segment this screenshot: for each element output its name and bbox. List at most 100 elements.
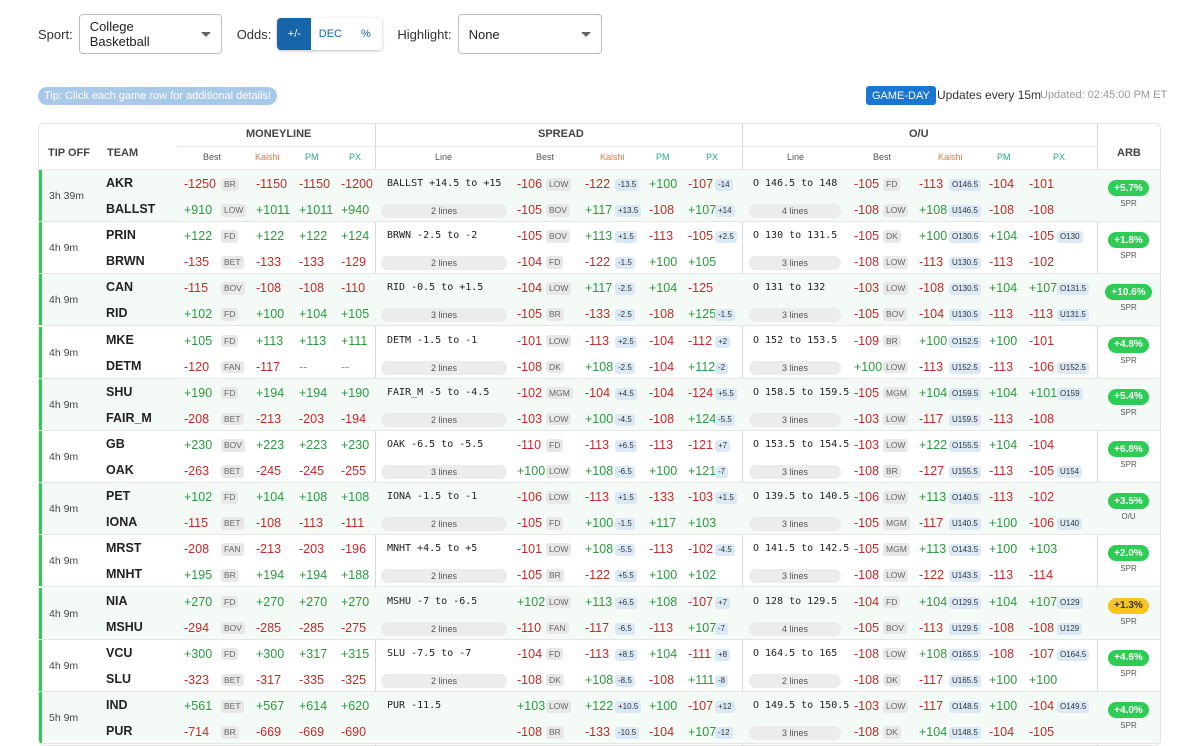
ou-best[interactable]: -105 — [854, 620, 880, 635]
spread-pm[interactable]: -113 — [649, 620, 674, 635]
spread-pm[interactable]: +100 — [649, 255, 678, 270]
ou-kalshi[interactable]: -113 — [919, 177, 944, 191]
spread-px[interactable]: -125 — [688, 281, 714, 296]
ml-odds[interactable]: +910 — [184, 203, 213, 217]
ml-odds[interactable]: -1150 — [256, 177, 288, 191]
ml-odds[interactable]: -263 — [184, 464, 210, 478]
ml-odds[interactable]: +100 — [256, 307, 285, 322]
ml-odds[interactable]: -203 — [299, 411, 325, 426]
ml-odds[interactable]: -714 — [184, 725, 210, 739]
ou-px[interactable]: -107 — [1029, 646, 1055, 661]
spread-kalshi[interactable]: +100 — [585, 516, 614, 531]
spread-best[interactable]: -108 — [517, 359, 543, 374]
spread-px[interactable]: -107 — [688, 177, 714, 191]
arb-badge[interactable]: +5.4% — [1108, 388, 1149, 405]
spread-best[interactable]: -105 — [517, 307, 543, 322]
arb-badge[interactable]: +1.8% — [1108, 232, 1149, 249]
ml-odds[interactable]: -285 — [256, 620, 282, 635]
spread-best[interactable]: -105 — [517, 203, 543, 217]
ml-odds[interactable]: -- — [341, 359, 350, 374]
lines-pill[interactable]: 3 lines — [749, 569, 841, 584]
spread-pm[interactable]: +104 — [649, 646, 678, 661]
spread-best[interactable]: -106 — [517, 490, 543, 505]
ml-odds[interactable]: +561 — [184, 699, 213, 713]
lines-pill[interactable]: 4 lines — [749, 204, 841, 218]
spread-best[interactable]: +102 — [517, 594, 546, 609]
ou-pm[interactable]: -113 — [989, 464, 1014, 478]
ml-odds[interactable]: +194 — [299, 385, 328, 400]
ou-px[interactable]: -105 — [1029, 464, 1055, 478]
ml-odds[interactable]: -208 — [184, 411, 210, 426]
ou-kalshi[interactable]: +113 — [919, 490, 947, 505]
arb-cell[interactable]: +2.0% SPR — [1097, 545, 1160, 573]
spread-px[interactable]: -105 — [688, 229, 714, 244]
spread-kalshi[interactable]: +117 — [585, 281, 613, 296]
ou-px[interactable]: -114 — [1029, 568, 1054, 583]
spread-px[interactable]: +111 — [688, 672, 715, 687]
lines-pill[interactable]: 2 lines — [381, 204, 507, 218]
spread-kalshi[interactable]: +108 — [585, 359, 614, 374]
lines-pill[interactable]: 2 lines — [381, 517, 507, 532]
spread-px[interactable]: -121 — [688, 438, 714, 452]
spread-kalshi[interactable]: -104 — [585, 385, 611, 400]
lines-pill[interactable]: 2 lines — [381, 621, 507, 636]
ou-pm[interactable]: -113 — [989, 411, 1014, 426]
ou-kalshi[interactable]: -108 — [919, 281, 945, 296]
spread-pm[interactable]: -108 — [649, 672, 675, 687]
ou-kalshi[interactable]: +104 — [919, 725, 948, 739]
ou-px[interactable]: -101 — [1029, 333, 1055, 348]
ou-pm[interactable]: +104 — [989, 385, 1018, 400]
ou-best[interactable]: -108 — [854, 725, 880, 739]
ml-odds[interactable]: -317 — [256, 672, 282, 687]
spread-pm[interactable]: -133 — [649, 490, 675, 505]
ou-pm[interactable]: -113 — [989, 568, 1014, 583]
ml-odds[interactable]: -133 — [299, 255, 325, 270]
spread-pm[interactable]: +104 — [649, 281, 678, 296]
arb-badge[interactable]: +2.0% — [1108, 545, 1149, 562]
ml-odds[interactable]: -196 — [341, 542, 367, 557]
spread-best[interactable]: -104 — [517, 646, 543, 661]
ml-odds[interactable]: +188 — [341, 568, 370, 583]
ml-odds[interactable]: -1150 — [299, 177, 331, 191]
ou-pm[interactable]: -108 — [989, 646, 1015, 661]
spread-px[interactable]: +107 — [688, 725, 717, 739]
ml-odds[interactable]: +317 — [299, 646, 328, 661]
spread-kalshi[interactable]: -117 — [585, 620, 610, 635]
spread-px[interactable]: +125 — [688, 307, 717, 322]
spread-kalshi[interactable]: -122 — [585, 255, 611, 270]
arb-cell[interactable]: +10.6% SPR — [1097, 284, 1160, 312]
arb-badge[interactable]: +6.8% — [1108, 441, 1149, 457]
lines-pill[interactable]: 3 lines — [749, 517, 841, 532]
ou-pm[interactable]: -104 — [989, 725, 1015, 739]
ou-kalshi[interactable]: -117 — [919, 411, 944, 426]
ml-odds[interactable]: -1250 — [184, 177, 216, 191]
ml-odds[interactable]: +194 — [256, 385, 285, 400]
lines-pill[interactable]: 3 lines — [381, 465, 507, 479]
ou-pm[interactable]: +100 — [989, 672, 1018, 687]
ou-best[interactable]: -105 — [854, 385, 880, 400]
ou-px[interactable]: -101 — [1029, 177, 1055, 191]
spread-px[interactable]: +112 — [688, 359, 716, 374]
lines-pill[interactable]: 3 lines — [749, 308, 841, 323]
arb-cell[interactable]: +3.5% O/U — [1097, 493, 1160, 521]
lines-pill[interactable]: 2 lines — [749, 673, 841, 688]
ml-odds[interactable]: -108 — [299, 281, 325, 296]
ou-px[interactable]: -106 — [1029, 359, 1055, 374]
ou-pm[interactable]: +100 — [989, 542, 1018, 557]
arb-badge[interactable]: +10.6% — [1105, 284, 1152, 301]
spread-pm[interactable]: +100 — [649, 177, 678, 191]
ml-odds[interactable]: -108 — [256, 281, 282, 296]
arb-badge[interactable]: +1.3% — [1108, 597, 1149, 614]
ml-odds[interactable]: +230 — [184, 438, 213, 452]
arb-cell[interactable]: +4.8% SPR — [1097, 336, 1160, 365]
spread-px[interactable]: +107 — [688, 620, 717, 635]
spread-kalshi[interactable]: -113 — [585, 646, 610, 661]
ou-kalshi[interactable]: -117 — [919, 699, 944, 713]
ml-odds[interactable]: +270 — [341, 594, 370, 609]
spread-kalshi[interactable]: -113 — [585, 438, 610, 452]
arb-badge[interactable]: +4.8% — [1108, 336, 1149, 353]
ml-odds[interactable]: -194 — [341, 411, 367, 426]
game-row[interactable]: 4h 9m +10.6% SPR CAN -115 -108 -108 -110 BOV RID … — [39, 274, 1160, 327]
ou-px[interactable]: -104 — [1029, 438, 1055, 452]
spread-px[interactable]: +105 — [688, 255, 717, 270]
